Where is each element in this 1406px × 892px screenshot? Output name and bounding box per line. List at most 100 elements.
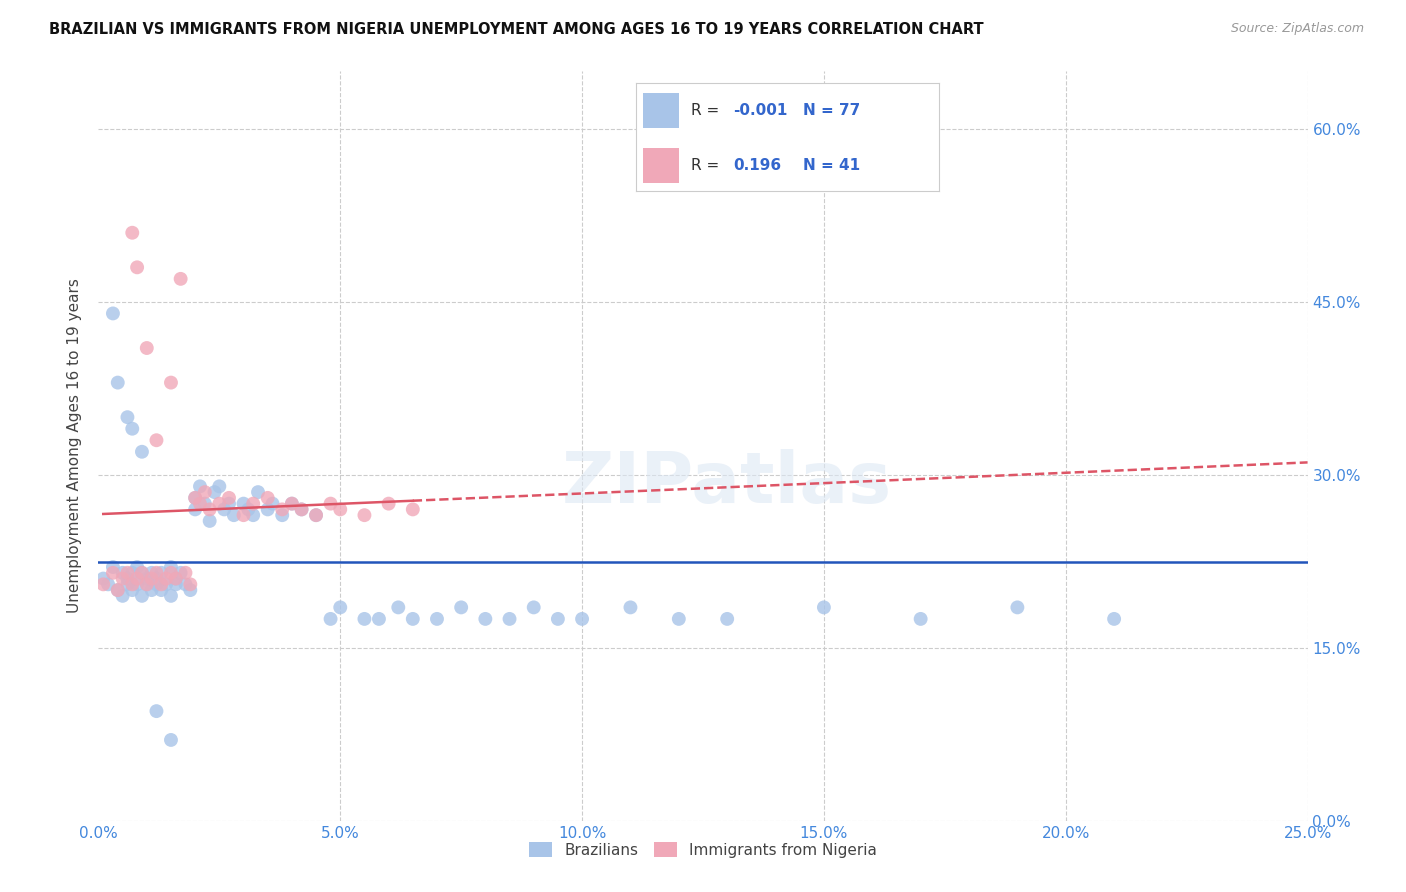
Point [305,508,328,523]
Point [160,376,183,390]
Point [329,600,352,615]
Point [135,577,157,591]
Point [198,502,221,516]
Point [165,577,187,591]
Point [474,612,496,626]
Point [1007,600,1029,615]
Point [387,600,409,615]
Point [450,600,472,615]
Point [208,497,231,511]
Point [290,502,312,516]
Point [121,583,143,598]
Point [238,502,260,516]
Point [353,508,375,523]
Point [353,612,375,626]
Point [160,733,183,747]
Point [290,502,312,516]
Point [165,572,187,586]
Point [150,577,173,591]
Point [232,508,254,523]
Point [179,583,201,598]
Point [131,444,153,458]
Point [107,583,129,598]
Point [498,612,520,626]
Point [188,479,211,493]
Point [204,485,226,500]
Point [256,502,278,516]
Point [271,502,294,516]
Point [160,560,183,574]
Point [619,600,641,615]
Point [155,577,177,591]
Point [716,612,738,626]
Point [281,497,304,511]
Point [212,502,235,516]
Point [271,508,294,523]
Point [121,422,143,436]
Point [160,589,183,603]
Point [145,572,167,586]
Point [256,491,278,505]
Point [121,566,143,580]
Point [141,566,163,580]
Point [145,704,167,718]
Text: ZIPatlas: ZIPatlas [562,449,893,518]
Point [377,497,399,511]
Point [135,341,157,355]
Point [402,612,425,626]
Point [305,508,328,523]
Point [523,600,546,615]
Point [571,612,593,626]
Point [127,260,149,275]
Point [368,612,391,626]
Point [169,272,191,286]
Point [402,502,425,516]
Point [232,497,254,511]
Point [135,577,157,591]
Point [184,491,207,505]
Point [194,497,217,511]
Point [319,497,342,511]
Point [910,612,932,626]
Point [247,485,270,500]
Point [218,497,240,511]
Point [169,566,191,580]
Legend: Brazilians, Immigrants from Nigeria: Brazilians, Immigrants from Nigeria [522,834,884,865]
Point [145,577,167,591]
Y-axis label: Unemployment Among Ages 16 to 19 years: Unemployment Among Ages 16 to 19 years [67,278,83,614]
Text: Source: ZipAtlas.com: Source: ZipAtlas.com [1230,22,1364,36]
Point [188,497,211,511]
Point [281,497,304,511]
Point [101,560,124,574]
Point [135,572,157,586]
Point [174,577,197,591]
Point [127,577,149,591]
Point [194,485,217,500]
Point [222,508,245,523]
Point [101,566,124,580]
Point [127,572,149,586]
Point [141,572,163,586]
Point [150,566,173,580]
Point [131,566,153,580]
Point [111,589,134,603]
Point [117,566,139,580]
Point [242,497,264,511]
Point [165,572,187,586]
Point [426,612,449,626]
Point [107,376,129,390]
Point [111,572,134,586]
Point [131,566,153,580]
Point [208,479,231,493]
Point [262,497,284,511]
Point [111,566,134,580]
Point [121,226,143,240]
Point [184,502,207,516]
Point [145,566,167,580]
Point [131,589,153,603]
Point [547,612,569,626]
Point [319,612,342,626]
Point [117,577,139,591]
Point [813,600,835,615]
Point [145,434,167,448]
